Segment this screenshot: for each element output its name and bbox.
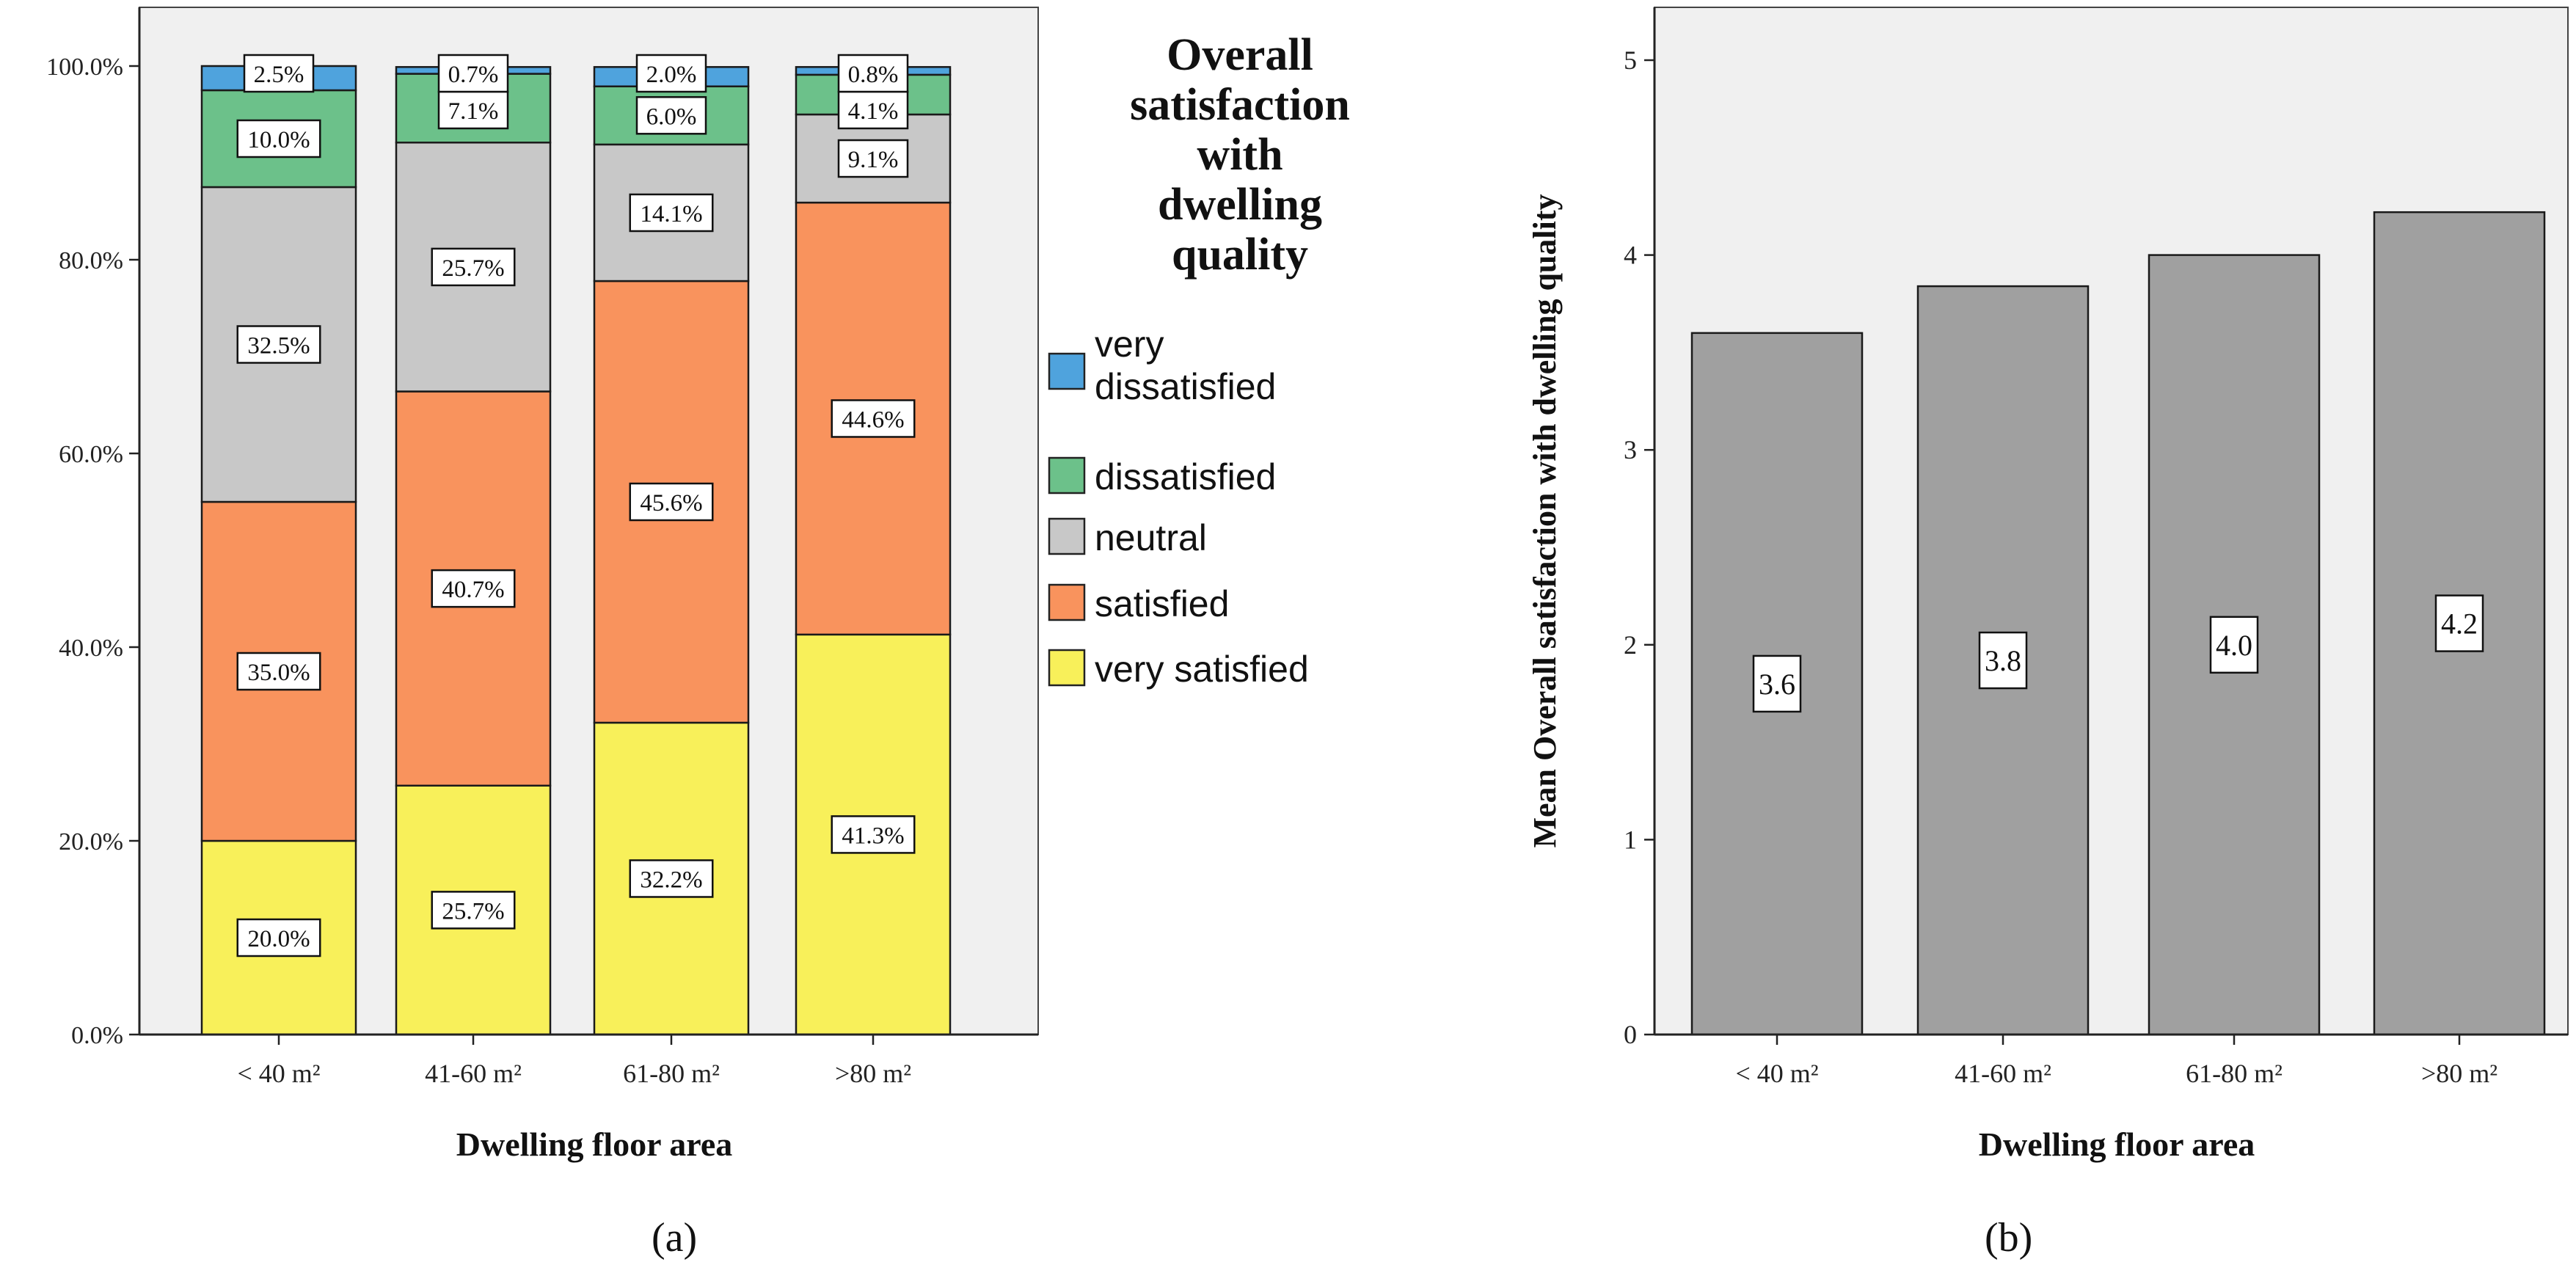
data-label-neutral: 14.1%	[640, 201, 702, 227]
legend-label-satisfied: satisfied	[1095, 583, 1229, 624]
x-tick-label-b: >80 m²	[2421, 1059, 2497, 1088]
x-tick-label-b: 61-80 m²	[2186, 1059, 2283, 1088]
data-label-neutral: 9.1%	[848, 147, 899, 173]
data-label-neutral-box	[837, 139, 909, 178]
y-tick-label-a: 80.0%	[59, 247, 123, 274]
legend-swatch-very-dissatisfied	[1048, 352, 1086, 390]
legend-swatch-very-satisfied	[1048, 649, 1086, 687]
data-label-very-dissatisfied-box	[243, 54, 315, 93]
data-label-very-dissatisfied-box	[437, 54, 509, 93]
x-tick-label-b: < 40 m²	[1735, 1059, 1818, 1088]
data-label-neutral: 32.5%	[247, 333, 310, 360]
data-label-dissatisfied: 10.0%	[247, 127, 310, 153]
data-label-very-satisfied: 20.0%	[247, 926, 310, 952]
data-label-dissatisfied: 6.0%	[646, 103, 697, 130]
y-tick-label-b: 0	[1624, 1020, 1637, 1049]
data-label-dissatisfied: 7.1%	[448, 98, 499, 125]
y-tick-label-b: 4	[1624, 241, 1637, 270]
legend-title-line: with	[1197, 130, 1282, 180]
panel-label-b: (b)	[1985, 1215, 2033, 1261]
data-label-very-satisfied-box	[431, 891, 516, 930]
panel-a-stacked-chart: 0.0% 20.0% 40.0% 60.0% 80.0% 100.0% 20.0% 35.0%…	[46, 7, 1039, 1163]
y-tick-label-a: 100.0%	[46, 54, 123, 81]
x-tick-label-a: >80 m²	[835, 1059, 911, 1088]
data-label-very-satisfied-box	[629, 859, 714, 898]
legend-swatch-satisfied	[1048, 583, 1086, 621]
data-label-satisfied-box	[629, 482, 714, 522]
data-label-box-b	[1978, 631, 2028, 690]
y-tick-label-b: 1	[1624, 825, 1637, 854]
legend-title-line: Overall	[1167, 30, 1313, 80]
data-label-neutral-box	[236, 325, 321, 364]
data-label-satisfied: 44.6%	[842, 406, 904, 433]
data-label-satisfied: 35.0%	[247, 660, 310, 686]
data-label-satisfied-box	[831, 399, 916, 438]
data-label-very-satisfied-box	[831, 815, 916, 854]
legend-title-line: dwelling	[1158, 180, 1322, 230]
y-tick-label-b: 3	[1624, 435, 1637, 464]
legend-label-very-dissatisfied-line2: dissatisfied	[1095, 366, 1276, 407]
legend-label-neutral: neutral	[1095, 517, 1207, 558]
data-label-satisfied: 45.6%	[640, 490, 702, 517]
data-label-very-satisfied-box	[236, 918, 321, 957]
legend-swatch-dissatisfied	[1048, 456, 1086, 495]
legend-label-very-dissatisfied-line1: very	[1095, 324, 1164, 365]
data-label-very-dissatisfied: 2.0%	[646, 62, 697, 88]
panel-label-a: (a)	[652, 1215, 698, 1261]
x-tick-label-a: 41-60 m²	[425, 1059, 522, 1088]
data-label-dissatisfied-box	[236, 119, 321, 158]
data-label-dissatisfied-box	[635, 96, 707, 135]
data-label-satisfied-box	[236, 652, 321, 691]
x-tick-label-b: 41-60 m²	[1955, 1059, 2051, 1088]
data-label-box-b	[1752, 654, 1802, 713]
x-tick-label-a: 61-80 m²	[623, 1059, 720, 1088]
data-label-very-satisfied: 25.7%	[442, 898, 504, 924]
y-axis-title-b: Mean Overall satisfaction with dwelling …	[1527, 194, 1563, 848]
legend-title-line: satisfaction	[1130, 80, 1350, 130]
y-tick-label-a: 20.0%	[59, 828, 123, 856]
y-tick-label-a: 0.0%	[71, 1022, 123, 1049]
x-axis-title-a: Dwelling floor area	[456, 1126, 732, 1163]
data-label-mean: 3.6	[1759, 668, 1795, 701]
data-label-box-b	[2434, 594, 2484, 652]
data-label-mean: 4.2	[2441, 608, 2478, 641]
legend-title-line: quality	[1172, 230, 1308, 280]
data-label-neutral-box	[629, 193, 714, 233]
x-axis-title-b: Dwelling floor area	[1979, 1126, 2255, 1163]
data-label-very-dissatisfied: 0.7%	[448, 62, 499, 88]
data-label-satisfied-box	[431, 569, 516, 608]
y-tick-label-a: 60.0%	[59, 441, 123, 468]
y-tick-label-a: 40.0%	[59, 635, 123, 662]
legend-label-dissatisfied: dissatisfied	[1095, 456, 1276, 497]
data-label-very-dissatisfied-box	[837, 54, 909, 93]
data-label-very-dissatisfied: 2.5%	[254, 62, 304, 88]
data-label-very-dissatisfied-box	[635, 54, 707, 93]
panel-b-mean-chart: 0 1 2 3 4 5 3.6 < 40 m² 3.8 41-60 m² 4.0 61-80 m² 4.…	[1527, 7, 2569, 1163]
y-tick-label-b: 2	[1624, 630, 1637, 660]
data-label-mean: 4.0	[2216, 629, 2252, 662]
legend-label-very-satisfied: very satisfied	[1095, 649, 1309, 690]
data-label-neutral: 25.7%	[442, 255, 504, 282]
x-tick-label-a: < 40 m²	[237, 1059, 320, 1088]
data-label-satisfied: 40.7%	[442, 577, 504, 603]
data-label-very-satisfied: 32.2%	[640, 867, 702, 893]
data-label-mean: 3.8	[1985, 644, 2021, 677]
y-tick-label-b: 5	[1624, 45, 1637, 75]
legend-swatch-neutral	[1048, 517, 1086, 555]
data-label-very-satisfied: 41.3%	[842, 822, 904, 849]
data-label-dissatisfied: 4.1%	[848, 98, 899, 125]
data-label-neutral-box	[431, 247, 516, 287]
data-label-box-b	[2209, 616, 2259, 674]
data-label-very-dissatisfied: 0.8%	[848, 62, 899, 88]
